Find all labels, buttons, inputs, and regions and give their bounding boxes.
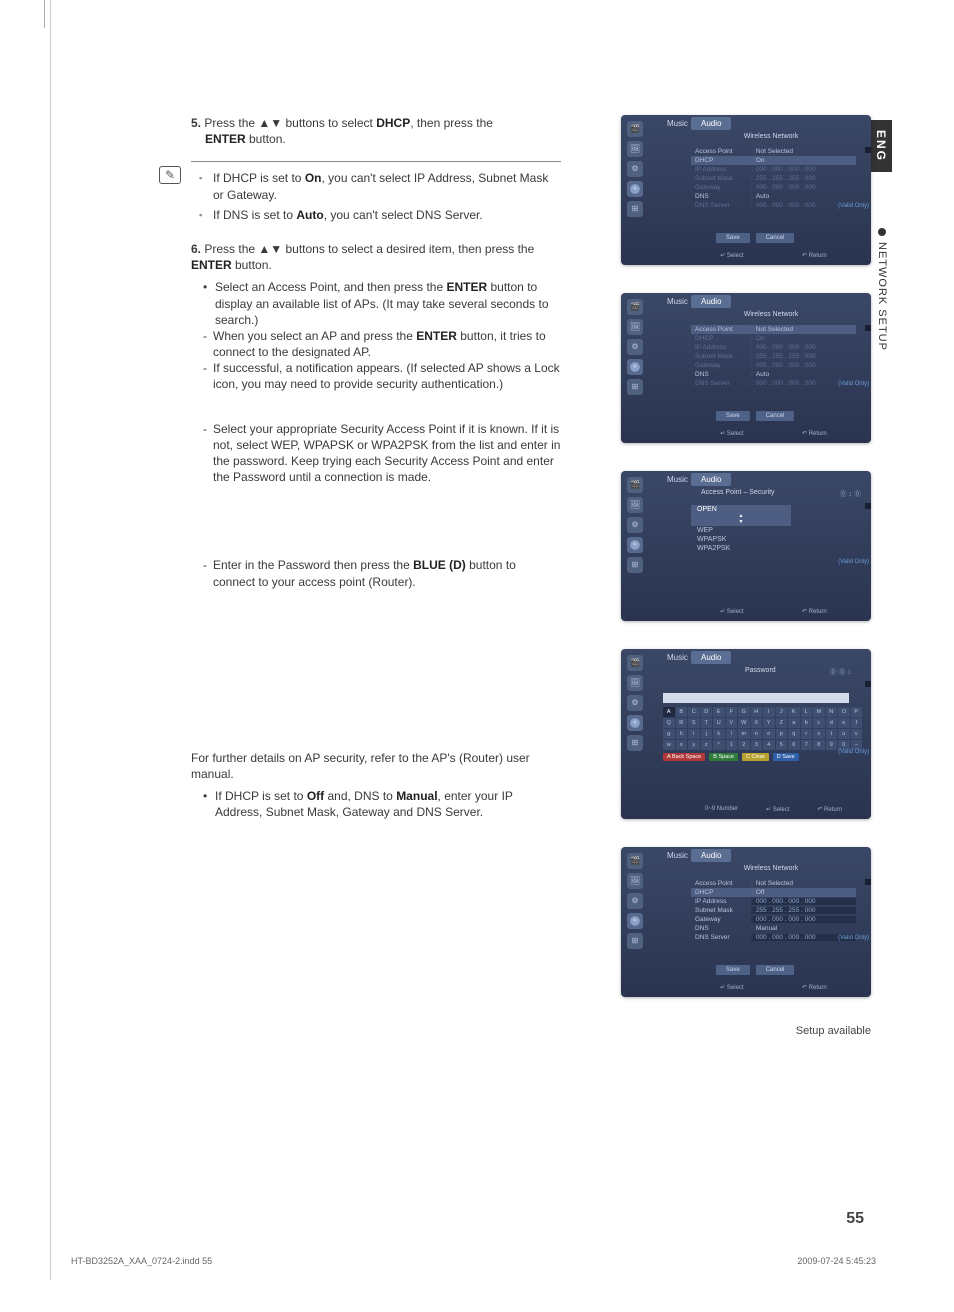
step-5: 5. Press the ▲▼ buttons to select DHCP, …: [191, 115, 561, 147]
dash-item: When you select an AP and press the ENTE…: [203, 328, 561, 360]
bullet-item: Select an Access Point, and then press t…: [203, 279, 561, 328]
section-tab: NETWORK SETUP: [870, 222, 894, 357]
step-number: 5.: [191, 116, 201, 130]
dash-item: Enter in the Password then press the BLU…: [203, 557, 561, 589]
screenshot-security: 🎬 🖼 ⚙ ✦ ⊞ Music Audio Access Point – Sec…: [621, 471, 871, 621]
bullet-item: If DHCP is set to Off and, DNS to Manual…: [203, 788, 561, 820]
section-tab-label: NETWORK SETUP: [876, 242, 888, 351]
footer-timestamp: 2009-07-24 5:45:23: [797, 1256, 876, 1266]
instruction-column: 5. Press the ▲▼ buttons to select DHCP, …: [191, 115, 561, 831]
note-box: ✎ If DHCP is set to On, you can't select…: [191, 161, 561, 223]
page: ENG NETWORK SETUP 5. Press the ▲▼ button…: [50, 0, 900, 1280]
further-text: For further details on AP security, refe…: [191, 750, 561, 782]
language-tab: ENG: [870, 120, 892, 172]
step-6: 6. Press the ▲▼ buttons to select a desi…: [191, 241, 561, 821]
screenshot-dhcp-on: 🎬 🖼 ⚙ ✦ ⊞ Music Audio Wireless Network A…: [621, 115, 871, 265]
footer-filename: HT-BD3252A_XAA_0724-2.indd 55: [71, 1256, 212, 1266]
screenshot-password: 🎬 🖼 ⚙ ✦ ⊞ Music Audio Password ⓪ ⓪ ↕ ABC…: [621, 649, 871, 819]
screenshot-column: 🎬 🖼 ⚙ ✦ ⊞ Music Audio Wireless Network A…: [621, 115, 871, 1037]
dash-item: Select your appropriate Security Access …: [203, 421, 561, 486]
note-icon: ✎: [159, 166, 181, 184]
screenshot-dhcp-off: 🎬 🖼 ⚙ ✦ ⊞ Music Audio Wireless Network A…: [621, 847, 871, 997]
note-item: If DNS is set to Auto, you can't select …: [191, 207, 561, 223]
setup-available-label: Setup available: [621, 1025, 871, 1037]
screenshot-access-point: 🎬 🖼 ⚙ ✦ ⊞ Music Audio Wireless Network A…: [621, 293, 871, 443]
step-number: 6.: [191, 242, 201, 256]
page-number: 55: [846, 1210, 864, 1228]
note-item: If DHCP is set to On, you can't select I…: [191, 170, 561, 202]
dash-item: If successful, a notification appears. (…: [203, 360, 561, 392]
side-tab: ENG NETWORK SETUP: [870, 120, 900, 357]
